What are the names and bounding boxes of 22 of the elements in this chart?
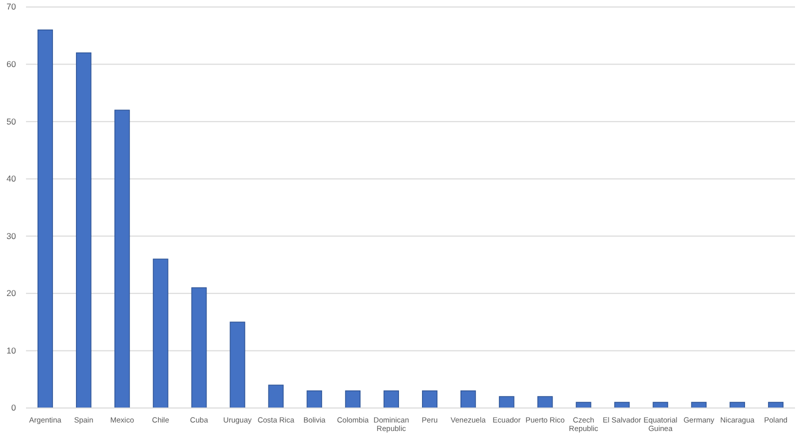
y-tick-label: 70: [6, 2, 16, 12]
y-tick-label: 10: [6, 345, 16, 356]
bar: [114, 110, 130, 408]
bar: [460, 390, 476, 408]
bar: [152, 258, 168, 408]
bar: [422, 390, 438, 408]
bar: [191, 287, 207, 408]
bar: [498, 396, 514, 408]
bar: [230, 322, 246, 408]
y-tick-label: 30: [6, 230, 16, 241]
y-tick-label: 50: [6, 116, 16, 126]
y-tick-label: 0: [11, 402, 16, 413]
y-tick-label: 20: [6, 288, 16, 298]
y-tick-label: 40: [6, 174, 16, 184]
bar: [306, 390, 322, 408]
bar: [345, 390, 361, 408]
bar: [537, 396, 553, 408]
bar: [268, 384, 284, 408]
bar: [76, 52, 92, 408]
y-tick-label: 60: [6, 59, 16, 70]
bar: [38, 30, 53, 408]
bar: [384, 390, 399, 408]
